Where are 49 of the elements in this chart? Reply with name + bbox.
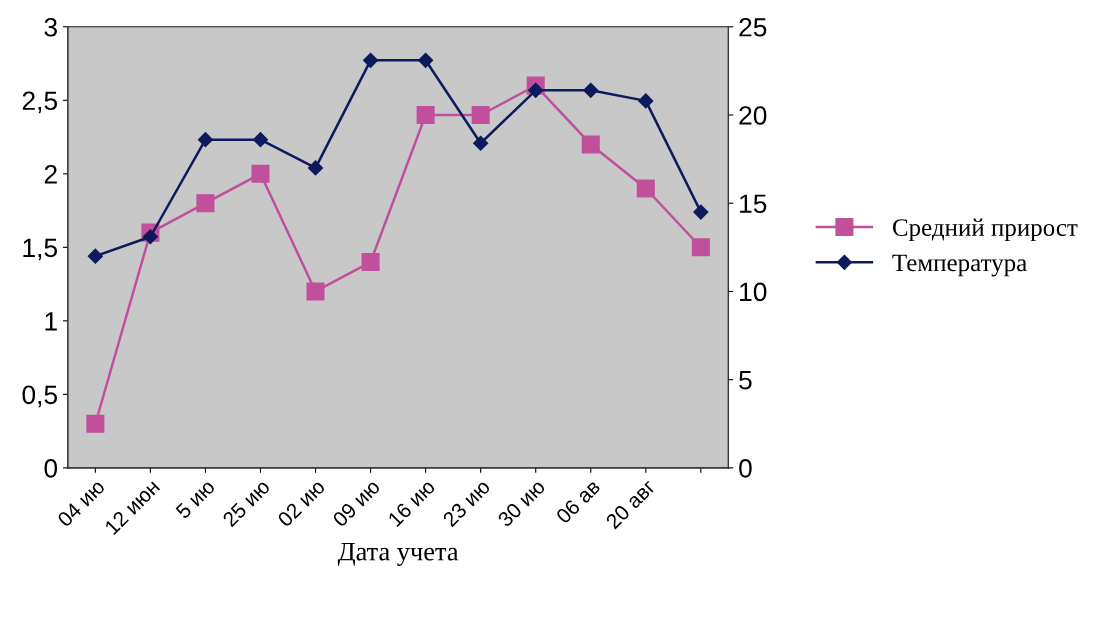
point	[471, 105, 490, 125]
point	[361, 253, 380, 272]
point	[306, 282, 325, 301]
point	[86, 414, 105, 433]
y-tick-label: 1,5	[23, 238, 58, 261]
x-tick-label: 06 ав	[555, 478, 601, 525]
point	[307, 160, 324, 176]
y-tick-label: 3	[44, 17, 57, 37]
point	[252, 132, 269, 148]
x-tick-label: 20 авг	[605, 478, 657, 530]
point	[196, 194, 215, 213]
y-tick-label: 0	[44, 459, 58, 478]
y2-tick-label: 10	[740, 282, 767, 302]
y-tick-label: 1	[45, 312, 57, 331]
point	[416, 105, 435, 125]
point	[581, 135, 600, 154]
x-tick-label: 02 ию	[276, 478, 326, 528]
legend-label: Средний прирост	[892, 218, 1078, 242]
x-tick-label: 16 ию	[387, 478, 436, 528]
x-tick-label: 09 ию	[331, 478, 381, 528]
point	[142, 229, 158, 245]
point	[363, 52, 379, 68]
point	[691, 238, 710, 257]
x-tick-label: 25 ию	[221, 478, 271, 528]
y-tick-label: 0,5	[22, 385, 58, 408]
x-tick-label: 23 ию	[442, 478, 491, 528]
x-tick-label: 04 ию	[56, 478, 106, 528]
x-tick-label: 5 ию	[175, 478, 216, 520]
x-tick-label: 30 ию	[496, 478, 546, 528]
point	[197, 132, 214, 148]
y-tick-label: 2	[44, 164, 57, 184]
y2-tick-label: 15	[740, 194, 767, 214]
y2-tick-label: 5	[739, 371, 752, 390]
y2-tick-label: 20	[739, 106, 767, 125]
point	[636, 179, 655, 198]
point	[473, 135, 489, 151]
point	[693, 204, 709, 220]
x-tick-label: 12 июн	[104, 479, 161, 536]
point	[638, 93, 654, 109]
y2-tick-label: 0	[739, 459, 752, 478]
point	[583, 82, 599, 98]
legend-label: Температура	[892, 254, 1027, 277]
y-tick-label: 2,5	[22, 91, 58, 114]
point	[251, 164, 270, 183]
y2-tick-label: 25	[739, 17, 767, 37]
point	[87, 248, 103, 264]
x-axis-title: Дата учета	[337, 542, 459, 566]
point	[528, 82, 544, 98]
point	[418, 52, 434, 68]
